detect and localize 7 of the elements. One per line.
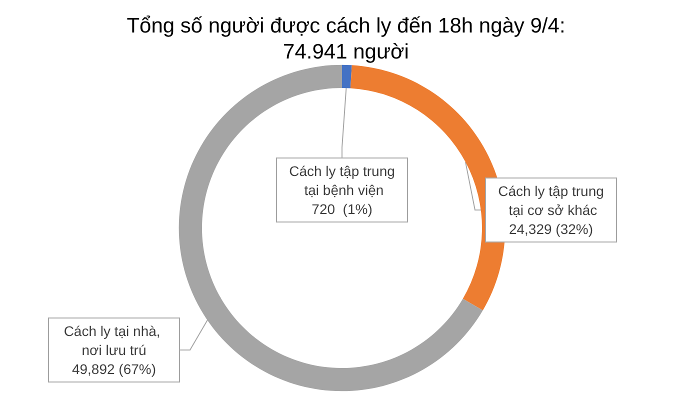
slice-label: Cách ly tập trung tại cơ sở khác <box>498 183 604 218</box>
chart-title: Tổng số người được cách ly đến 18h ngày 9/4: 74.941 người <box>126 14 566 64</box>
data-label: 720 (1%) <box>312 201 372 217</box>
slice-label: Cách ly tập trung tại bệnh viện <box>289 163 395 198</box>
data-label: 49,892 (67%) <box>72 361 156 377</box>
data-label: 24,329 (32%) <box>508 221 594 237</box>
slice-label: Cách ly tại nhà, nơi lưu trú <box>64 323 164 358</box>
